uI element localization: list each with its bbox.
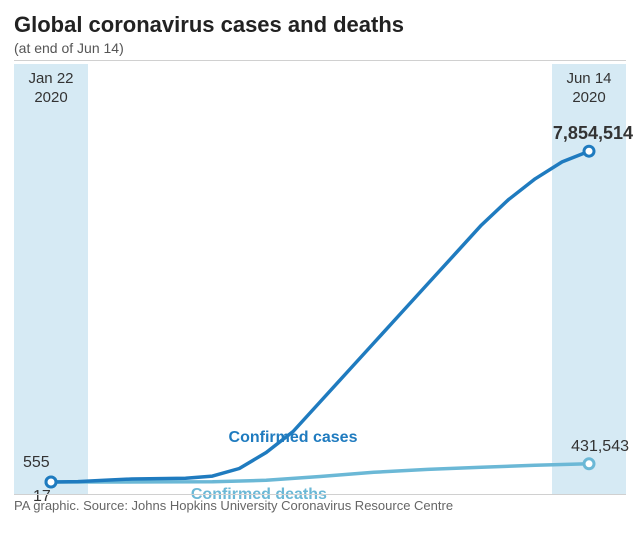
chart-subtitle: (at end of Jun 14) <box>0 40 640 56</box>
deaths-end-value: 431,543 <box>571 438 629 456</box>
source-text: PA graphic. Source: Johns Hopkins Univer… <box>14 498 453 513</box>
cases-series-label: Confirmed cases <box>229 429 358 447</box>
top-divider <box>14 60 626 61</box>
cases-end-value: 7,854,514 <box>553 123 633 144</box>
chart-title: Global coronavirus cases and deaths <box>0 0 640 40</box>
chart-area: Jan 22 2020 Jun 14 2020 555 17 7,854,514… <box>14 64 626 494</box>
chart-container: Global coronavirus cases and deaths (at … <box>0 0 640 541</box>
cases-start-value: 555 <box>23 454 50 472</box>
bottom-divider <box>14 494 626 495</box>
